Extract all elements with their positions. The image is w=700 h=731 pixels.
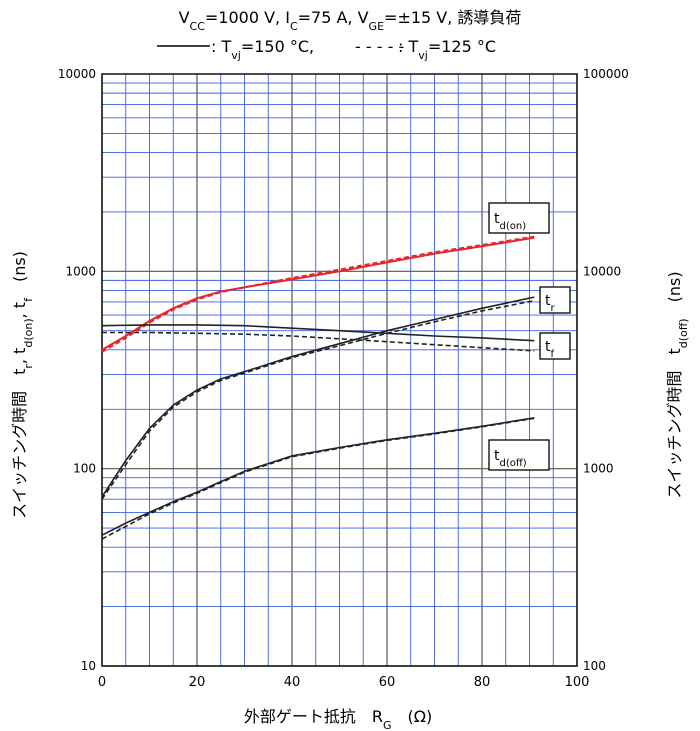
legend-dashed-label: : Tvj=125 °C: [398, 37, 496, 62]
x-tick-label: 0: [98, 675, 106, 690]
x-tick-label: 20: [189, 675, 206, 690]
chart-title-line1: VCC=1000 V, IC=75 A, VGE=±15 V, 誘導負荷: [179, 8, 522, 33]
series-tr-dashed: [101, 299, 535, 500]
annotation-box-tf: [539, 332, 571, 360]
annotation-tf: tf: [539, 332, 571, 360]
annotation-tr: tr: [539, 286, 571, 314]
y-left-tick-label: 10: [81, 659, 96, 673]
x-tick-label: 40: [284, 675, 301, 690]
y-right-axis-ticks: 100 1000 10000 100000: [583, 67, 629, 673]
y-left-tick-label: 1000: [65, 264, 96, 278]
y-right-tick-label: 100000: [583, 67, 629, 81]
annotation-box-td-on: [488, 202, 550, 234]
y-left-axis-label: スイッチング時間 tr, td(on), tf (ns): [10, 251, 35, 519]
y-right-tick-label: 100: [583, 659, 606, 673]
y-left-tick-label: 100: [73, 462, 96, 476]
y-left-tick-label: 10000: [58, 67, 96, 81]
series-group: [101, 235, 535, 540]
x-axis-ticks: 0 20 40 60 80 100: [98, 675, 590, 690]
annotation-td-on: td(on): [488, 202, 550, 234]
series-tdoff-solid: [101, 417, 535, 536]
plot-area: [101, 73, 578, 667]
series-tf-dashed: [102, 331, 535, 352]
x-tick-label: 80: [474, 675, 491, 690]
annotation-label-tf: tf: [545, 339, 555, 360]
annotation-td-off: td(off): [488, 439, 550, 471]
x-tick-label: 100: [565, 675, 590, 690]
y-right-tick-label: 1000: [583, 462, 614, 476]
plot-frame: [101, 73, 578, 667]
x-axis-label: 外部ゲート抵抗 RG (Ω): [244, 707, 432, 731]
series-tdon-dashed: [101, 235, 535, 353]
annotation-label-tr: tr: [545, 293, 556, 314]
annotations: td(on) tr tf td(off): [488, 202, 571, 471]
annotation-box-td-off: [488, 439, 550, 471]
series-tr-solid: [101, 296, 535, 498]
series-tdoff-dashed: [101, 417, 535, 540]
annotation-label-td-off: td(off): [494, 448, 527, 469]
legend-solid-label: : Tvj=150 °C,: [211, 37, 314, 62]
annotation-label-td-on: td(on): [494, 211, 526, 232]
legend: : Tvj=150 °C, - - - - - : Tvj=125 °C: [157, 37, 496, 62]
legend-dash-marker: - - - - -: [355, 37, 404, 56]
y-right-tick-label: 10000: [583, 264, 621, 278]
y-left-axis-ticks: 10 100 1000 10000: [58, 67, 96, 673]
series-tf-solid: [101, 324, 535, 342]
annotation-box-tr: [539, 286, 571, 314]
y-right-axis-label: スイッチング時間 td(off) (ns): [665, 271, 690, 498]
series-tdon-solid: [101, 236, 535, 351]
x-tick-label: 60: [379, 675, 396, 690]
